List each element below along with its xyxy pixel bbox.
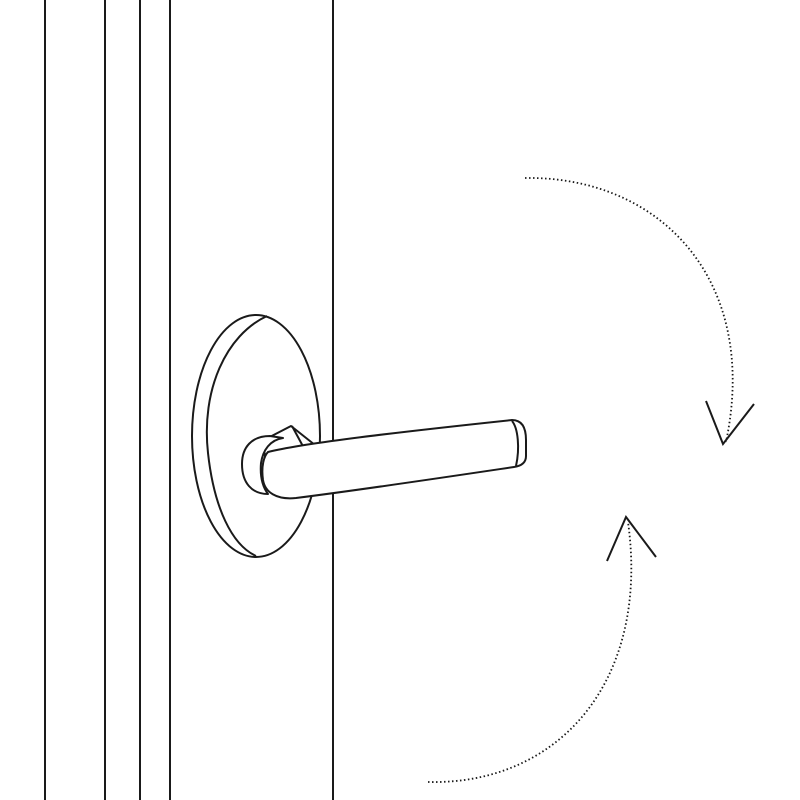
handle-end-face (511, 420, 520, 467)
arrowhead-up (606, 515, 657, 562)
rosette-inner-rim (205, 315, 268, 557)
dotted-arc-down (524, 177, 734, 443)
dotted-arc-up (427, 521, 633, 783)
rotation-arrow-up (427, 515, 657, 783)
rotation-arrow-down (524, 177, 755, 446)
handle-collar (241, 435, 284, 495)
lever-handle (241, 419, 527, 500)
arrowhead-down (705, 400, 755, 446)
handle-lever (261, 419, 527, 500)
door-frame (44, 0, 171, 800)
